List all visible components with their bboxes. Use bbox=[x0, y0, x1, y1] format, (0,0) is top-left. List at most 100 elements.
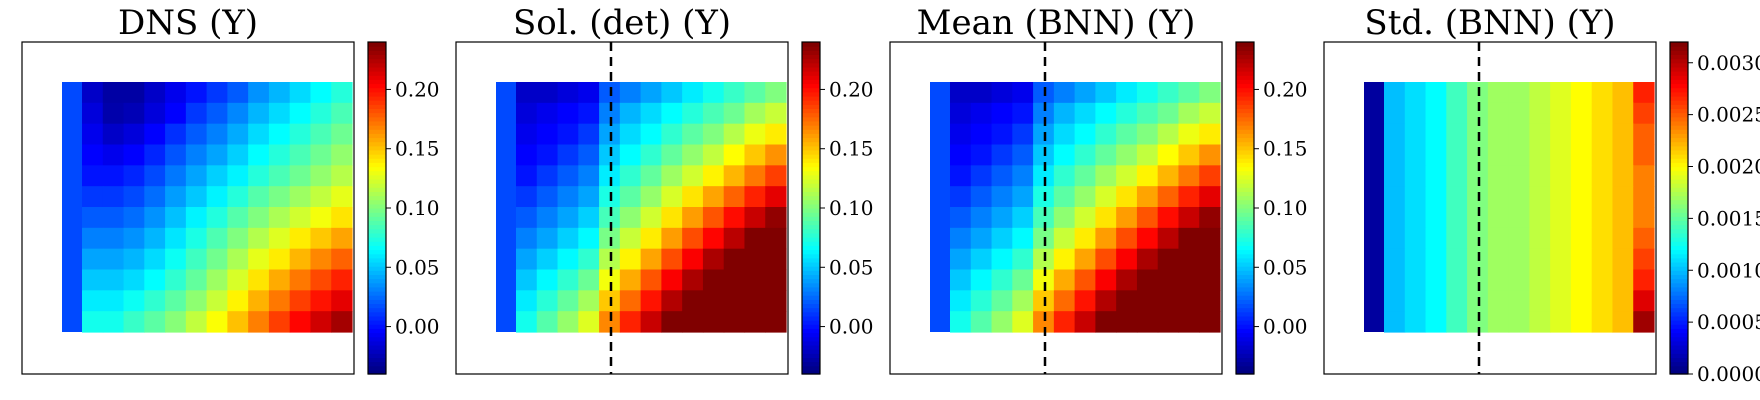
heatmap-cell bbox=[1012, 165, 1034, 187]
colorbar-segment bbox=[1236, 237, 1254, 242]
heatmap-cell bbox=[744, 102, 766, 125]
heatmap-cell bbox=[165, 269, 187, 291]
colorbar-segment bbox=[802, 42, 820, 47]
heatmap-cell bbox=[1384, 227, 1406, 250]
heatmap-cell bbox=[206, 186, 228, 208]
heatmap-cell bbox=[1199, 82, 1221, 104]
heatmap-cell bbox=[1508, 227, 1530, 250]
heatmap-cell bbox=[1157, 207, 1180, 229]
heatmap-cell bbox=[248, 82, 270, 104]
heatmap-cell bbox=[1384, 186, 1406, 208]
colorbar-segment bbox=[1670, 183, 1688, 188]
heatmap-cell bbox=[1074, 269, 1096, 291]
colorbar-segment bbox=[368, 336, 386, 342]
colorbar-tick-label: 0.10 bbox=[1263, 196, 1308, 220]
heatmap-cell bbox=[248, 248, 270, 271]
colorbar-segment bbox=[1236, 228, 1254, 234]
colorbar-segment bbox=[368, 108, 386, 114]
colorbar-segment bbox=[802, 278, 820, 284]
heatmap-cell bbox=[557, 269, 579, 291]
heatmap-cell bbox=[950, 165, 972, 187]
colorbar-segment bbox=[368, 54, 386, 60]
heatmap-cell bbox=[1384, 269, 1406, 291]
heatmap-cell bbox=[536, 144, 559, 166]
heatmap-cell bbox=[1550, 144, 1572, 166]
heatmap-cell bbox=[557, 290, 579, 312]
colorbar-segment bbox=[1236, 183, 1254, 188]
heatmap-cell bbox=[1178, 186, 1200, 208]
heatmap-cell bbox=[1012, 248, 1034, 271]
heatmap-cell bbox=[144, 165, 166, 187]
heatmap-cell bbox=[1633, 290, 1655, 312]
heatmap-cell bbox=[227, 311, 249, 333]
colorbar-segment bbox=[1670, 299, 1688, 305]
heatmap-cell bbox=[185, 123, 208, 146]
colorbar-segment bbox=[368, 324, 386, 329]
heatmap-cell bbox=[123, 227, 145, 250]
heatmap-cell bbox=[289, 102, 312, 125]
heatmap-cell bbox=[640, 207, 662, 229]
heatmap-cell bbox=[950, 207, 972, 229]
heatmap-cell bbox=[682, 290, 704, 312]
heatmap-cell bbox=[144, 123, 166, 146]
colorbar-segment bbox=[368, 274, 386, 280]
heatmap-cell bbox=[1157, 269, 1180, 291]
colorbar-segment bbox=[802, 241, 820, 246]
heatmap-cell bbox=[310, 186, 332, 208]
colorbar-tick-label: 0.00 bbox=[395, 315, 440, 339]
heatmap-cell bbox=[310, 311, 332, 333]
colorbar-segment bbox=[802, 286, 820, 292]
colorbar-segment bbox=[802, 120, 820, 126]
heatmap-cell bbox=[82, 269, 104, 291]
colorbar-tick-label: 0.15 bbox=[395, 137, 440, 161]
heatmap-cell bbox=[289, 227, 312, 250]
heatmap-cell bbox=[206, 207, 228, 229]
heatmap-cell bbox=[268, 123, 291, 146]
heatmap-cell bbox=[578, 123, 600, 146]
colorbar-segment bbox=[368, 58, 386, 64]
heatmap-cell bbox=[682, 269, 704, 291]
colorbar-segment bbox=[368, 154, 386, 159]
colorbar-segment bbox=[368, 261, 386, 267]
colorbar-segment bbox=[368, 203, 386, 209]
heatmap-cell bbox=[1446, 269, 1468, 291]
heatmap-cell bbox=[1633, 82, 1655, 104]
heatmap-cell bbox=[950, 248, 972, 271]
heatmap-cell bbox=[82, 248, 104, 271]
heatmap-cell bbox=[1487, 102, 1510, 125]
heatmap-cell bbox=[1550, 311, 1572, 333]
heatmap-cell bbox=[1446, 144, 1468, 166]
heatmap-cell bbox=[1529, 311, 1551, 333]
colorbar-segment bbox=[368, 75, 386, 80]
heatmap-cell bbox=[970, 207, 993, 229]
heatmap-cell bbox=[1404, 269, 1427, 291]
heatmap-cell bbox=[1425, 102, 1447, 125]
heatmap-cell bbox=[1012, 82, 1034, 104]
heatmap-cell bbox=[268, 144, 291, 166]
heatmap-cell bbox=[1157, 82, 1180, 104]
heatmap-cell bbox=[144, 102, 166, 125]
heatmap-cell bbox=[661, 227, 683, 250]
colorbar-segment bbox=[802, 46, 820, 51]
colorbar-segment bbox=[1236, 46, 1254, 51]
colorbar-segment bbox=[1236, 158, 1254, 163]
heatmap-cell bbox=[599, 102, 621, 125]
heatmap-cell bbox=[1116, 186, 1138, 208]
colorbar-segment bbox=[1236, 320, 1254, 325]
heatmap-cell bbox=[1178, 207, 1200, 229]
colorbar-segment bbox=[802, 270, 820, 275]
colorbar-segment bbox=[368, 315, 386, 321]
colorbar-segment bbox=[1236, 295, 1254, 300]
heatmap-cell bbox=[682, 207, 704, 229]
panel-sol-det: Sol. (det) (Y) 0.00 0.05 0.10 0.15 0.20 bbox=[455, 3, 874, 375]
heatmap-cell bbox=[1404, 165, 1427, 187]
heatmap-cell bbox=[1612, 311, 1634, 333]
heatmap-cell bbox=[1612, 144, 1634, 166]
heatmap-cell bbox=[310, 290, 332, 312]
heatmap-cell bbox=[1570, 311, 1593, 333]
heatmap-cell bbox=[123, 82, 145, 104]
heatmap-cell bbox=[1136, 165, 1159, 187]
colorbar-segment bbox=[802, 336, 820, 342]
heatmap-cell bbox=[1384, 207, 1406, 229]
colorbar-segment bbox=[802, 50, 820, 56]
